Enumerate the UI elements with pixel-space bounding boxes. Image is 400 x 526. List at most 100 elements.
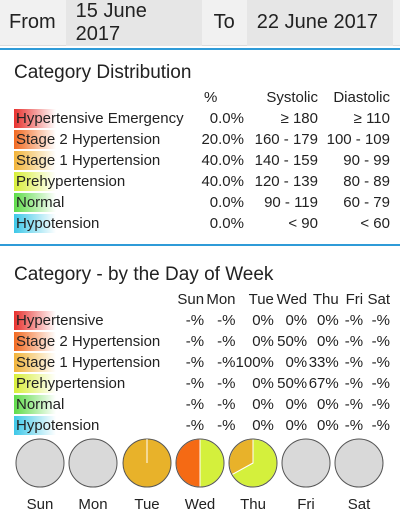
day-value-fri: -%: [344, 396, 364, 413]
category-systolic: ≥ 180: [280, 110, 318, 127]
category-color-swatch: [14, 374, 56, 393]
category-label: Stage 2 Hypertension: [16, 131, 161, 148]
by-day-header-row: Sun Mon Tue Wed Thu Fri Sat: [14, 289, 390, 310]
day-value-sun: -%: [185, 396, 205, 413]
day-value-mon: -%: [217, 417, 236, 434]
day-value-tue: 0%: [252, 417, 274, 434]
day-value-fri: -%: [344, 312, 364, 329]
distribution-row-hypertensive-emergency: Hypertensive Emergency 0.0% ≥ 180 ≥ 110: [14, 108, 390, 129]
distribution-header-row: % Systolic Diastolic: [14, 87, 390, 108]
day-pie-label: Mon: [78, 496, 108, 513]
category-cell: Hypotension: [14, 213, 200, 234]
by-day-row-normal: Normal -% -% 0% 0% 0% -% -%: [14, 394, 390, 415]
section-divider: [0, 48, 400, 50]
category-label: Hypotension: [16, 417, 100, 434]
day-value-sun: -%: [185, 354, 205, 371]
category-cell: Hypotension: [14, 415, 177, 436]
category-color-swatch: [14, 214, 56, 233]
category-label: Hypertensive: [16, 312, 104, 329]
distribution-row-stage-1-hypertension: Stage 1 Hypertension 40.0% 140 - 159 90 …: [14, 150, 390, 171]
day-value-mon: -%: [217, 312, 236, 329]
day-pie-label: Wed: [184, 496, 216, 513]
day-value-wed: 0%: [285, 396, 308, 413]
category-cell: Normal: [14, 192, 200, 213]
category-diastolic: 80 - 89: [343, 173, 390, 190]
category-pct: 0.0%: [209, 110, 244, 127]
day-value-mon: -%: [217, 333, 236, 350]
category-label: Normal: [16, 396, 65, 413]
pie-chart: [122, 438, 172, 488]
day-header-sat: Sat: [367, 291, 390, 308]
day-value-mon: -%: [217, 354, 236, 371]
distribution-table: % Systolic Diastolic Hypertensive Emerge…: [14, 87, 390, 234]
distribution-row-normal: Normal 0.0% 90 - 119 60 - 79: [14, 192, 390, 213]
category-systolic: 120 - 139: [254, 173, 318, 190]
day-pie-fri[interactable]: Fri: [281, 438, 331, 513]
day-pie-tue[interactable]: Tue: [122, 438, 172, 513]
by-day-row-stage-2-hypertension: Stage 2 Hypertension -% -% 0% 50% 0% -% -%: [14, 331, 390, 352]
day-value-sat: -%: [371, 375, 390, 392]
day-pie-label: Thu: [240, 496, 266, 513]
category-cell: Prehypertension: [14, 373, 177, 394]
category-pct: 40.0%: [201, 173, 244, 190]
day-pie-thu[interactable]: Thu: [228, 438, 278, 513]
to-label: To: [213, 11, 235, 33]
to-date-field[interactable]: 22 June 2017: [246, 0, 393, 46]
day-value-sat: -%: [371, 354, 390, 371]
day-pie-mon[interactable]: Mon: [68, 438, 118, 513]
day-value-tue: 0%: [252, 375, 274, 392]
pie-outline: [228, 438, 278, 488]
category-cell: Stage 2 Hypertension: [14, 331, 177, 352]
category-label: Stage 1 Hypertension: [16, 354, 161, 371]
day-value-sat: -%: [371, 312, 390, 329]
pie-chart: [281, 438, 331, 488]
category-pct: 40.0%: [201, 152, 244, 169]
day-value-wed: 50%: [277, 375, 308, 392]
by-day-title: Category - by the Day of Week: [14, 264, 274, 285]
day-value-tue: 0%: [252, 396, 274, 413]
day-value-thu: 0%: [317, 417, 339, 434]
day-header-fri: Fri: [345, 291, 364, 308]
category-diastolic: 60 - 79: [343, 194, 390, 211]
systolic-header: Systolic: [266, 89, 318, 106]
day-value-thu: 0%: [317, 396, 339, 413]
category-diastolic: < 60: [360, 215, 390, 232]
category-label: Prehypertension: [16, 375, 126, 392]
pie-empty: [15, 438, 65, 488]
category-pct: 0.0%: [209, 194, 244, 211]
category-cell: Prehypertension: [14, 171, 200, 192]
day-value-fri: -%: [344, 375, 364, 392]
day-value-thu: 67%: [308, 375, 339, 392]
day-value-tue: 0%: [252, 312, 274, 329]
day-header-wed: Wed: [276, 291, 308, 308]
day-value-sun: -%: [185, 375, 205, 392]
day-value-thu: 0%: [317, 312, 339, 329]
pie-outline: [175, 438, 225, 488]
day-value-fri: -%: [344, 333, 364, 350]
day-pie-sat[interactable]: Sat: [334, 438, 384, 513]
day-header-sun: Sun: [177, 291, 205, 308]
category-diastolic: 90 - 99: [343, 152, 390, 169]
day-pie-label: Fri: [297, 496, 315, 513]
pie-empty: [334, 438, 384, 488]
category-cell: Normal: [14, 394, 177, 415]
from-date-field[interactable]: 15 June 2017: [65, 0, 202, 46]
day-pie-wed[interactable]: Wed: [175, 438, 225, 513]
category-pct: 20.0%: [201, 131, 244, 148]
by-day-row-hypotension: Hypotension -% -% 0% 0% 0% -% -%: [14, 415, 390, 436]
day-pie-label: Sat: [347, 496, 371, 513]
day-value-sat: -%: [371, 333, 390, 350]
pie-chart: [175, 438, 225, 488]
category-color-swatch: [14, 395, 56, 414]
category-label: Hypotension: [16, 215, 100, 232]
pie-chart: [228, 438, 278, 488]
category-cell: Stage 1 Hypertension: [14, 150, 200, 171]
distribution-title: Category Distribution: [14, 62, 192, 83]
category-diastolic: ≥ 110: [353, 110, 390, 127]
diastolic-header: Diastolic: [333, 89, 390, 106]
category-color-swatch: [14, 193, 56, 212]
day-value-fri: -%: [344, 417, 364, 434]
category-label: Hypertensive Emergency: [16, 110, 184, 127]
day-value-tue: 0%: [252, 333, 274, 350]
day-pie-sun[interactable]: Sun: [15, 438, 65, 513]
